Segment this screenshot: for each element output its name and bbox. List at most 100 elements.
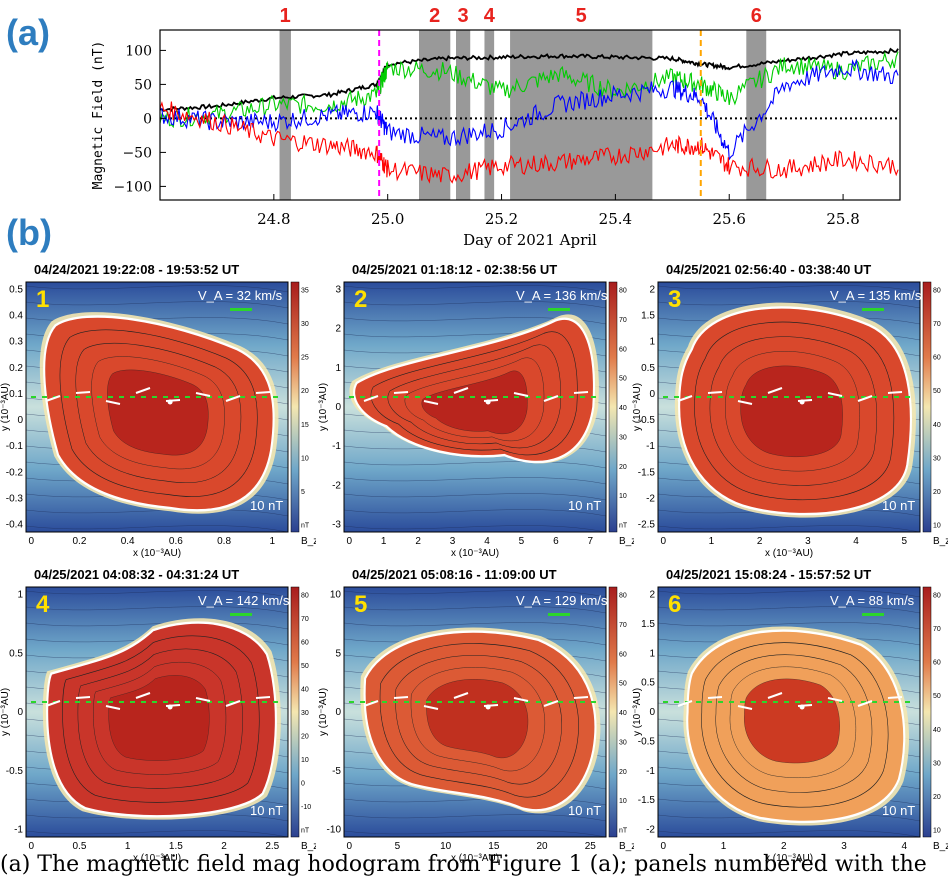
background-contour — [344, 622, 606, 630]
background-contour — [344, 301, 606, 309]
x-tick-label: 3 — [450, 536, 456, 547]
map-plot: 0.5 0.4 0.3 0.2 0.1 0 -0.1 -0.2 -0.3 -0.4 0 0.2 0.4 0… — [0, 281, 316, 559]
background-contour — [658, 606, 920, 614]
velocity-arrow — [135, 692, 151, 699]
map-field — [26, 282, 288, 532]
velocity-arrow — [105, 705, 121, 710]
series-line-0 — [159, 47, 899, 112]
y-tick-label: -1 — [14, 825, 23, 836]
inner-contour — [108, 675, 210, 761]
map-area: 0.5 0.4 0.3 0.2 0.1 0 -0.1 -0.2 -0.3 -0.4 0 0.2 0.4 0… — [0, 281, 316, 559]
colorbar-tick-label: 80 — [933, 593, 941, 600]
y-tick-label: 2 — [649, 590, 655, 601]
inner-contour — [75, 342, 242, 484]
colorbar — [608, 281, 618, 533]
series-line-1 — [159, 51, 899, 129]
map-field — [344, 282, 606, 532]
velocity-arrow — [767, 387, 783, 394]
y-tick-label: -2.5 — [638, 520, 656, 531]
colorbar-tick-label: 80 — [933, 288, 941, 295]
y-tick-label: -0.5 — [638, 415, 656, 426]
velocity-arrow — [513, 697, 529, 702]
y-tick-label: 0 — [143, 111, 152, 127]
map-frame — [657, 281, 921, 533]
inner-contour — [740, 365, 843, 457]
background-contour — [344, 814, 606, 822]
x-tick-label: 0 — [346, 536, 352, 547]
map-title: 04/24/2021 19:22:08 - 19:53:52 UT — [34, 262, 240, 277]
inner-contour — [91, 356, 225, 470]
background-contour — [344, 798, 606, 806]
map-area: 10.50-0.5-10 0.5 1 1.5 2 2.5x (10⁻³AU)y (10⁻³… — [0, 586, 316, 864]
map-field — [658, 282, 920, 532]
velocity-arrow — [225, 700, 241, 707]
colorbar-tick-label: 20 — [619, 464, 627, 471]
inner-contour — [107, 369, 209, 456]
y-tick-label: -1.5 — [638, 467, 656, 478]
velocity-arrow — [737, 705, 753, 710]
y-tick-label: 2 — [335, 324, 341, 335]
colorbar-tick-label: 10 — [933, 828, 941, 835]
field-scale-label: 10 nT — [250, 803, 284, 818]
y-tick-label: 0 — [17, 707, 23, 718]
velocity-arrow — [827, 697, 843, 702]
colorbar-tick-label: 10 — [301, 455, 309, 462]
x-tick-label: 25.6 — [713, 210, 746, 228]
x-tick-label: 2 — [781, 841, 787, 852]
series-line-3 — [159, 101, 899, 184]
colorbar-tick-label: 40 — [619, 710, 627, 717]
colorbar-label: B_z — [619, 536, 634, 547]
inner-contour — [395, 655, 562, 785]
x-tick-label: 25 — [585, 841, 597, 852]
field-scale-label: 10 nT — [250, 498, 284, 513]
colorbar-label: B_z — [933, 841, 948, 852]
y-tick-label: -2 — [646, 493, 655, 504]
velocity-arrow — [393, 391, 409, 394]
y-tick-label: 0 — [335, 402, 341, 413]
x-tick-label: 1 — [269, 536, 275, 547]
x-axis-label: x (10⁻³AU) — [133, 548, 181, 559]
x-tick-label: 25.8 — [826, 210, 859, 228]
alfven-speed-label: V_A = 32 km/s — [198, 288, 283, 303]
y-tick-label: 10 — [330, 590, 342, 601]
map-frame — [343, 586, 607, 838]
map-panel-4: 04/25/2021 04:08:32 - 04:31:24 UT 1 0.5 0 -0… — [0, 565, 316, 865]
velocity-arrow — [573, 696, 589, 699]
colorbar-tick-label: 10 — [619, 493, 627, 500]
map-panel-2: 04/25/2021 01:18:12 - 02:38:56 UT 3 2 1 0 -1-… — [318, 260, 634, 560]
colorbar-tick-label: 70 — [619, 317, 627, 324]
y-tick-label: -0.4 — [6, 520, 24, 531]
y-tick-label: 0 — [335, 707, 341, 718]
colorbar-tick-label: 60 — [619, 651, 627, 658]
y-tick-label: 0.1 — [9, 389, 23, 400]
alfven-speed-label: V_A = 135 km/s — [830, 288, 922, 303]
x-tick-label: 5 — [519, 536, 525, 547]
velocity-arrow — [677, 700, 693, 707]
velocity-arrow — [453, 692, 469, 699]
figure-caption: (a) The magnetic field mag hodogram from… — [0, 852, 927, 877]
center-dot — [799, 704, 805, 710]
colorbar-tick-label: 60 — [301, 640, 309, 647]
inner-contour — [421, 370, 528, 434]
alfven-speed-label: V_A = 129 km/s — [516, 593, 608, 608]
colorbar-tick-label: 10 — [933, 523, 941, 530]
velocity-arrow — [827, 392, 843, 397]
inner-contour — [379, 643, 579, 798]
velocity-arrow — [105, 400, 121, 405]
background-contour — [344, 477, 606, 485]
alfven-speed-label: V_A = 88 km/s — [830, 593, 915, 608]
velocity-arrow — [453, 387, 469, 394]
map-frame — [657, 586, 921, 838]
velocity-arrow — [543, 700, 559, 707]
y-tick-label: 1.5 — [641, 619, 655, 630]
x-tick-label: 0.5 — [72, 841, 86, 852]
x-axis-label: x (10⁻³AU) — [451, 548, 499, 559]
y-tick-label: -0.5 — [638, 736, 656, 747]
y-tick-label: 1 — [17, 590, 23, 601]
background-contour — [344, 525, 606, 532]
colorbar-tick-label: 40 — [301, 687, 309, 694]
y-tick-label: 50 — [134, 77, 152, 93]
y-tick-label: 2 — [649, 285, 655, 296]
colorbar-tick-label: 60 — [619, 346, 627, 353]
